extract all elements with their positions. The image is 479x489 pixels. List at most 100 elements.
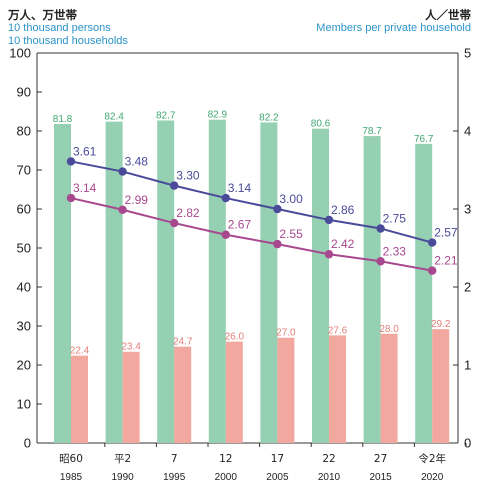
bar-pink bbox=[174, 346, 192, 443]
line-blue-point bbox=[273, 204, 282, 214]
line-magenta-point bbox=[324, 250, 334, 259]
line-blue-label: 2.57 bbox=[434, 226, 458, 240]
x-category-label: 7 bbox=[171, 453, 178, 465]
line-magenta-point bbox=[428, 266, 437, 275]
x-year-label: 2020 bbox=[421, 472, 444, 483]
line-magenta-point bbox=[118, 205, 127, 214]
bar-pink-label: 22.4 bbox=[70, 346, 90, 357]
bar-pink-label: 28.0 bbox=[379, 324, 399, 335]
bar-pink-label: 23.4 bbox=[121, 342, 141, 353]
line-blue-point bbox=[221, 193, 230, 203]
line-magenta-label: 2.99 bbox=[125, 193, 149, 207]
line-magenta-label: 2.21 bbox=[434, 254, 458, 268]
line-magenta-label: 3.14 bbox=[73, 181, 97, 195]
bar-green bbox=[54, 123, 71, 443]
left-tick-label: 50 bbox=[17, 241, 31, 256]
bar-pink bbox=[432, 329, 450, 443]
bar-green-label: 82.4 bbox=[104, 112, 124, 123]
left-tick-label: 30 bbox=[17, 319, 31, 334]
line-blue-point bbox=[324, 215, 334, 225]
bar-pink bbox=[122, 351, 140, 443]
bar-green-label: 82.7 bbox=[156, 110, 176, 121]
x-category-label: 27 bbox=[374, 453, 387, 465]
x-category-label: 12 bbox=[219, 453, 232, 465]
bar-green-label: 80.6 bbox=[311, 119, 331, 130]
left-tick-label: 40 bbox=[17, 280, 31, 295]
line-blue-point bbox=[170, 181, 179, 190]
line-blue-label: 3.61 bbox=[73, 144, 97, 158]
line-magenta-label: 2.42 bbox=[331, 237, 355, 251]
line-magenta-point bbox=[221, 230, 230, 239]
line-blue-point bbox=[376, 224, 385, 233]
x-year-label: 2000 bbox=[215, 472, 238, 483]
x-category-label: 昭60 bbox=[59, 453, 83, 465]
x-year-label: 1995 bbox=[163, 472, 186, 483]
line-blue-point bbox=[66, 157, 76, 166]
right-tick-label: 1 bbox=[464, 358, 471, 373]
x-category-label: 17 bbox=[271, 453, 284, 465]
bar-pink bbox=[71, 355, 88, 443]
bar-green bbox=[208, 119, 226, 443]
line-magenta-label: 2.82 bbox=[176, 206, 200, 220]
left-unit-en-persons: 10 thousand persons bbox=[8, 22, 111, 34]
line-magenta-point bbox=[273, 239, 282, 249]
line-blue-label: 2.86 bbox=[331, 203, 355, 217]
bar-pink bbox=[277, 337, 295, 443]
right-tick-label: 3 bbox=[464, 202, 471, 217]
bar-green-label: 82.9 bbox=[208, 110, 228, 121]
line-magenta-label: 2.55 bbox=[279, 227, 303, 241]
line-blue-label: 3.48 bbox=[125, 155, 149, 169]
x-year-label: 1990 bbox=[111, 472, 134, 483]
x-year-label: 2005 bbox=[266, 472, 289, 483]
line-blue-label: 3.00 bbox=[279, 192, 303, 206]
left-tick-label: 20 bbox=[17, 358, 31, 373]
x-year-label: 1985 bbox=[60, 472, 83, 483]
right-unit-en: Members per private household bbox=[316, 22, 471, 34]
bar-green bbox=[105, 121, 123, 443]
line-magenta-point bbox=[170, 218, 179, 228]
left-tick-label: 70 bbox=[17, 163, 31, 178]
line-blue-label: 3.14 bbox=[228, 181, 252, 195]
left-axis-unit: 万人、万世帯 10 thousand persons 10 thousand h… bbox=[8, 9, 128, 48]
bar-green bbox=[415, 143, 433, 443]
line-magenta-point bbox=[66, 193, 76, 203]
right-axis-unit: 人／世帯 Members per private household bbox=[316, 9, 471, 35]
bar-pink-label: 27.6 bbox=[328, 325, 348, 336]
x-category-label: 令2年 bbox=[418, 452, 446, 465]
line-magenta bbox=[70, 197, 433, 272]
bar-pink-label: 27.0 bbox=[276, 328, 296, 339]
left-tick-label: 80 bbox=[17, 124, 31, 139]
right-tick-label: 0 bbox=[464, 436, 471, 451]
bar-pink-label: 26.0 bbox=[225, 332, 245, 343]
left-tick-label: 0 bbox=[24, 436, 31, 451]
bar-green bbox=[363, 136, 381, 443]
line-blue-point bbox=[118, 167, 127, 176]
line-magenta-label: 2.33 bbox=[383, 244, 407, 258]
right-tick-label: 4 bbox=[464, 124, 471, 139]
bar-pink bbox=[380, 333, 398, 443]
bar-green bbox=[157, 120, 175, 443]
bar-green-label: 76.7 bbox=[414, 134, 434, 145]
bar-pink-label: 24.7 bbox=[173, 337, 193, 348]
right-unit-jp: 人／世帯 bbox=[425, 8, 471, 22]
line-blue-point bbox=[428, 238, 437, 247]
line-blue-label: 2.75 bbox=[383, 212, 407, 226]
x-category-label: 平2 bbox=[114, 453, 131, 465]
right-tick-label: 5 bbox=[464, 46, 471, 61]
x-category-label: 22 bbox=[322, 453, 335, 465]
bar-green-label: 81.8 bbox=[53, 114, 73, 125]
x-year-label: 2010 bbox=[318, 472, 341, 483]
left-tick-label: 10 bbox=[17, 397, 31, 412]
bar-green bbox=[260, 122, 278, 444]
left-tick-label: 90 bbox=[17, 85, 31, 100]
line-magenta-point bbox=[376, 257, 385, 266]
bar-pink bbox=[329, 335, 346, 443]
bar-green bbox=[312, 128, 329, 443]
bar-pink-label: 29.2 bbox=[431, 319, 451, 330]
bar-pink bbox=[225, 341, 243, 443]
bar-green-label: 82.2 bbox=[259, 112, 279, 123]
left-tick-label: 100 bbox=[9, 46, 31, 61]
left-unit-jp: 万人、万世帯 bbox=[8, 8, 77, 22]
left-unit-en-households: 10 thousand households bbox=[8, 35, 128, 47]
